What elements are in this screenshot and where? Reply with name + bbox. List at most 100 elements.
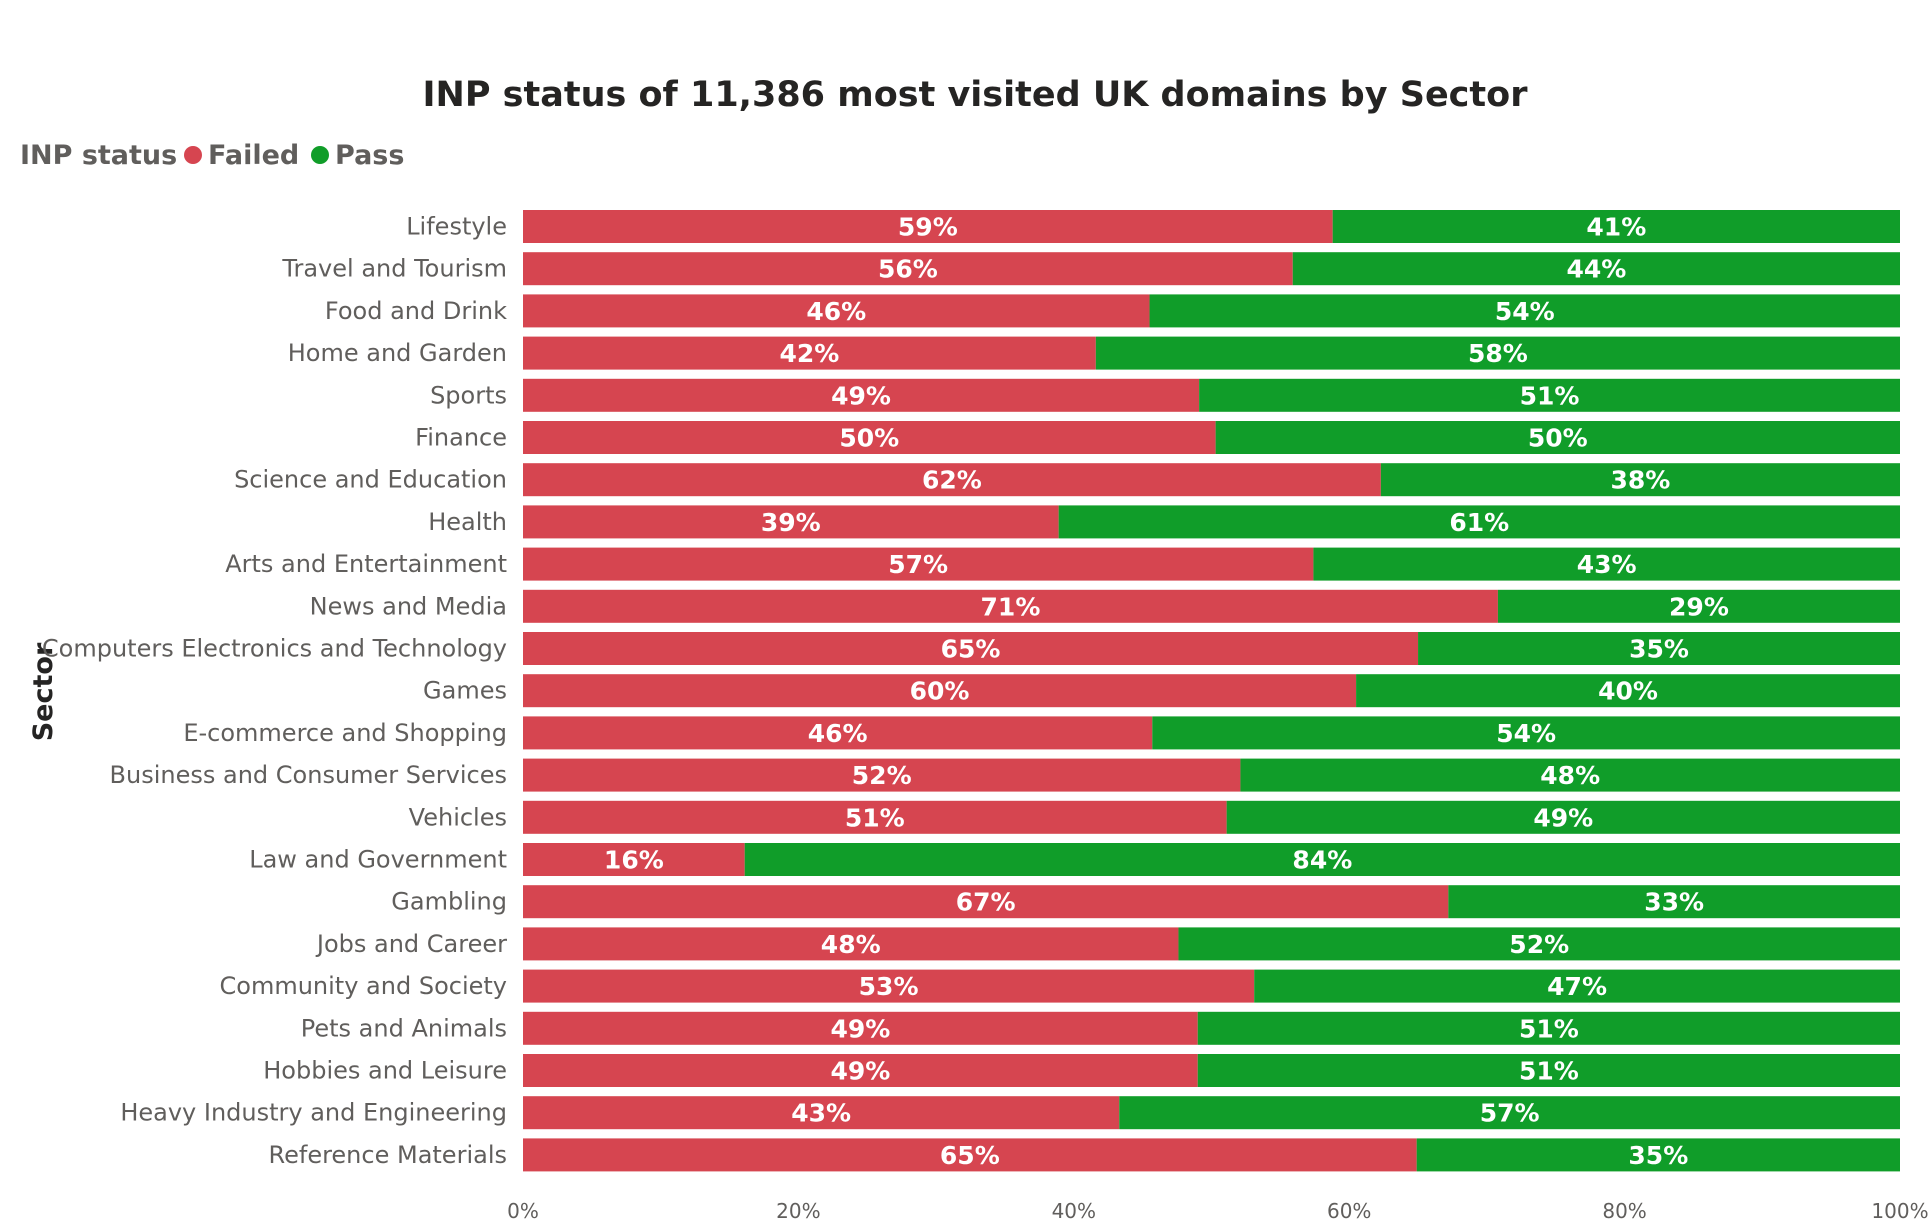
category-label: Food and Drink [325,297,507,325]
category-label: Community and Society [220,972,507,1000]
bar-failed [523,1054,1198,1087]
bar-pass [1058,505,1900,539]
x-tick-label: 20% [776,1199,820,1223]
data-label-pass: 57% [1480,1099,1540,1128]
category-label: Pets and Animals [301,1014,507,1042]
data-label-pass: 41% [1586,213,1646,242]
data-label-failed: 62% [922,466,982,495]
bar-pass [1356,674,1900,708]
data-label-failed: 49% [830,1057,890,1086]
data-label-pass: 52% [1509,930,1569,959]
bar-pass [1448,885,1900,919]
bar-pass [1197,1011,1900,1045]
data-label-pass: 61% [1449,508,1509,537]
bar-pass [1197,1054,1900,1087]
chart-title: INP status of 11,386 most visited UK dom… [423,75,1529,115]
legend-label-failed: Failed [208,140,299,171]
data-label-failed: 65% [941,635,1001,664]
data-label-failed: 59% [898,213,958,242]
bar-failed [523,589,1498,623]
data-label-failed: 49% [830,1014,890,1043]
bar-failed [523,885,1449,919]
legend-title: INP status [20,140,177,171]
data-label-failed: 49% [831,381,891,410]
category-label: Lifestyle [406,213,507,241]
bar-pass [1215,421,1900,454]
legend: INP status Failed Pass [20,140,404,171]
category-label: Heavy Industry and Engineering [120,1099,507,1127]
data-label-pass: 43% [1577,550,1637,579]
bar-pass [1254,969,1900,1003]
data-label-pass: 51% [1520,381,1580,410]
category-label: Vehicles [409,803,507,831]
data-label-pass: 35% [1628,1141,1688,1170]
bar-pass [1416,1138,1900,1172]
data-label-failed: 71% [981,592,1041,621]
data-label-pass: 84% [1292,846,1352,875]
bar-pass [1497,589,1900,623]
data-label-pass: 29% [1669,592,1729,621]
data-label-pass: 54% [1495,297,1555,326]
bar-failed [523,632,1419,665]
category-label: Law and Government [249,846,507,874]
data-label-pass: 58% [1468,339,1528,368]
data-label-failed: 53% [859,972,919,1001]
bar-failed [523,210,1333,243]
bar-failed [523,336,1096,370]
category-label: Finance [415,424,507,452]
bar-failed [523,421,1216,454]
data-label-pass: 50% [1528,424,1588,453]
bar-failed [523,800,1227,834]
data-label-failed: 42% [779,339,839,368]
category-label: Science and Education [234,466,507,494]
legend-marker-pass [311,146,329,164]
data-label-pass: 47% [1547,972,1607,1001]
x-tick-label: 0% [507,1199,539,1223]
data-label-pass: 48% [1540,761,1600,790]
bar-pass [1418,632,1900,665]
data-label-failed: 51% [845,803,905,832]
data-label-failed: 56% [878,255,938,284]
data-label-pass: 35% [1629,635,1689,664]
category-label: News and Media [310,592,507,620]
bar-failed [523,969,1255,1003]
bar-pass [1292,252,1900,286]
data-label-pass: 49% [1533,803,1593,832]
data-label-pass: 54% [1496,719,1556,748]
data-label-failed: 39% [761,508,821,537]
bar-failed [523,927,1179,961]
bar-failed [523,1096,1120,1130]
legend-marker-failed [184,146,202,164]
bar-pass [1178,927,1900,961]
category-labels: Lifestyle Travel and Tourism Food and Drin… [42,213,507,1169]
x-axis-ticks: 0% 20% 40% 60% 80% 100% [507,1199,1928,1223]
data-label-failed: 46% [808,719,868,748]
category-label: E-commerce and Shopping [183,719,507,747]
data-label-failed: 50% [839,424,899,453]
category-label: Sports [430,381,507,409]
data-label-pass: 44% [1566,255,1626,284]
bar-pass [1149,294,1900,328]
bar-failed [523,547,1314,581]
data-label-failed: 48% [821,930,881,959]
data-labels: 59% 41% 56% 44% 46% 54% 42% 58% 49% 51% 50% 50% 62% 3… [604,213,1729,1170]
data-label-failed: 67% [956,888,1016,917]
bar-pass [1240,758,1900,792]
x-tick-label: 100% [1871,1199,1928,1223]
category-label: Games [423,677,507,705]
data-label-pass: 38% [1611,466,1671,495]
category-label: Reference Materials [269,1141,508,1169]
data-label-pass: 33% [1644,888,1704,917]
bars [523,210,1900,1172]
bar-failed [523,843,745,876]
bar-pass [1119,1096,1900,1130]
bar-failed [523,674,1357,708]
bar-pass [1152,716,1900,750]
bar-pass [1199,378,1900,412]
bar-pass [1380,463,1900,497]
bar-failed [523,505,1059,539]
data-label-failed: 57% [888,550,948,579]
bar-pass [1226,800,1900,834]
data-label-failed: 16% [604,846,664,875]
data-label-failed: 43% [791,1099,851,1128]
